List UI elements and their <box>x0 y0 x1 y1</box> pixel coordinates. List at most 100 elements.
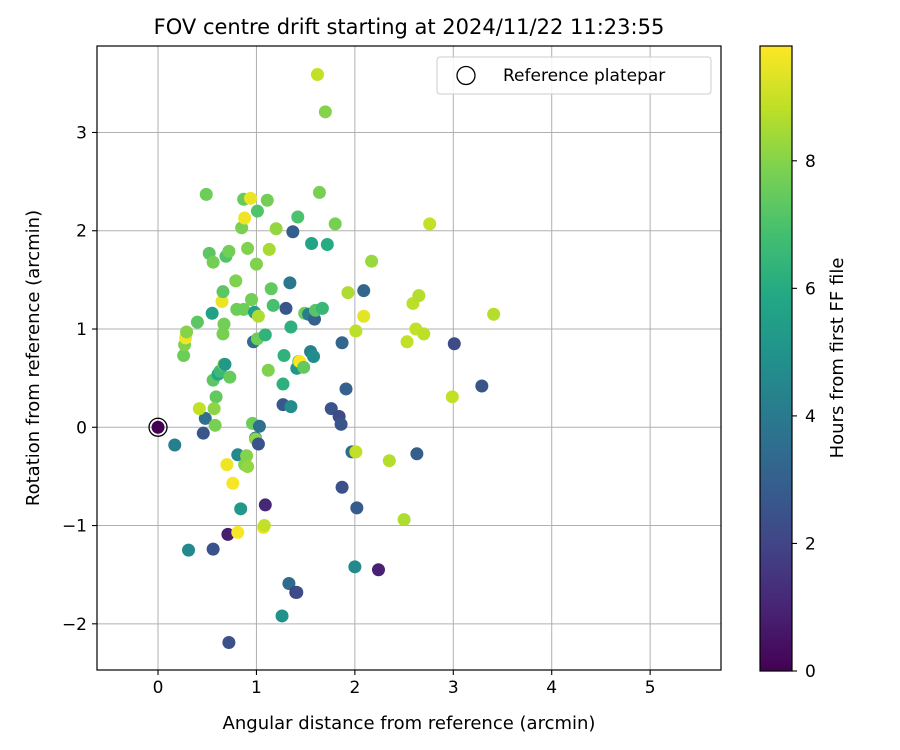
data-point <box>423 217 437 231</box>
x-axis-label: Angular distance from reference (arcmin) <box>223 713 596 734</box>
data-point <box>182 543 196 557</box>
data-point <box>348 560 362 574</box>
y-axis-label: Rotation from reference (arcmin) <box>23 210 44 506</box>
data-point <box>371 563 385 577</box>
data-point <box>266 298 280 312</box>
data-point <box>205 306 219 320</box>
reference-point-fill <box>151 420 165 434</box>
data-point <box>199 187 213 201</box>
data-point <box>282 577 296 591</box>
data-point <box>241 460 255 474</box>
data-point <box>249 257 263 271</box>
x-tick-label: 0 <box>153 678 164 698</box>
data-point <box>250 204 264 218</box>
data-point <box>312 185 326 199</box>
y-tick-label: 2 <box>76 222 87 242</box>
y-tick-label: −1 <box>62 517 87 537</box>
x-axis-ticks: 0 1 2 3 4 5 <box>153 670 656 698</box>
data-point <box>251 437 265 451</box>
data-point <box>226 476 240 490</box>
data-point <box>307 350 321 364</box>
data-point <box>397 513 411 527</box>
data-point <box>192 402 206 416</box>
data-point <box>328 217 342 231</box>
data-points <box>168 67 501 649</box>
data-point <box>350 501 364 515</box>
data-point <box>357 284 371 298</box>
data-point <box>198 411 212 425</box>
data-point <box>310 67 324 81</box>
data-point <box>245 293 259 307</box>
data-point <box>283 276 297 290</box>
plot-frame <box>96 45 722 671</box>
data-point <box>196 426 210 440</box>
data-point <box>284 320 298 334</box>
data-point <box>260 193 274 207</box>
grid <box>97 46 721 670</box>
data-point <box>222 244 236 258</box>
data-point <box>269 222 283 236</box>
y-axis-ticks: −2 −1 0 1 2 3 <box>62 123 97 635</box>
colorbar: 0 2 4 6 8 Hours from first FF file <box>759 45 848 682</box>
data-point <box>220 458 234 472</box>
data-point <box>335 480 349 494</box>
colorbar-bar <box>759 45 793 672</box>
data-point <box>177 349 191 363</box>
reference-point-marker <box>148 417 168 437</box>
y-tick-label: −2 <box>62 615 87 635</box>
x-tick-label: 5 <box>645 678 656 698</box>
reference-layer <box>148 417 168 437</box>
data-point <box>231 525 245 539</box>
data-point <box>208 418 222 432</box>
data-point <box>417 327 431 341</box>
data-point <box>447 337 461 351</box>
legend: Reference platepar <box>436 56 712 95</box>
data-point <box>341 286 355 300</box>
data-point <box>206 255 220 269</box>
data-point <box>365 254 379 268</box>
data-point <box>339 382 353 396</box>
data-point <box>221 527 235 541</box>
data-point <box>334 417 348 431</box>
data-point <box>264 282 278 296</box>
data-point <box>261 363 275 377</box>
x-tick-label: 2 <box>349 678 360 698</box>
data-point <box>410 447 424 461</box>
data-point <box>349 445 363 459</box>
data-point <box>277 349 291 363</box>
data-point <box>400 335 414 349</box>
data-point <box>240 449 254 463</box>
legend-label: Reference platepar <box>503 66 665 86</box>
data-point <box>382 454 396 468</box>
data-point <box>217 317 231 331</box>
data-point <box>258 328 272 342</box>
data-point <box>262 242 276 256</box>
data-point <box>241 241 255 255</box>
colorbar-tick-label: 0 <box>805 662 816 682</box>
data-point <box>216 285 230 299</box>
data-point <box>206 542 220 556</box>
data-point <box>320 238 334 252</box>
data-point <box>244 191 258 205</box>
data-point <box>209 390 223 404</box>
data-point <box>286 225 300 239</box>
data-point <box>412 289 426 303</box>
data-point <box>305 237 319 251</box>
colorbar-ticks: 0 2 4 6 8 <box>792 152 816 682</box>
data-point <box>223 370 237 384</box>
y-tick-label: 1 <box>76 320 87 340</box>
data-point <box>168 438 182 452</box>
legend-box <box>436 56 712 95</box>
colorbar-tick-label: 2 <box>805 534 816 554</box>
data-point <box>284 400 298 414</box>
data-point <box>349 324 363 338</box>
data-point <box>238 211 252 225</box>
data-point <box>275 609 289 623</box>
data-point <box>315 301 329 315</box>
data-point <box>207 402 221 416</box>
data-point <box>475 379 489 393</box>
data-point <box>487 307 501 321</box>
data-point <box>252 419 266 433</box>
data-point <box>257 519 271 533</box>
x-tick-label: 1 <box>251 678 262 698</box>
